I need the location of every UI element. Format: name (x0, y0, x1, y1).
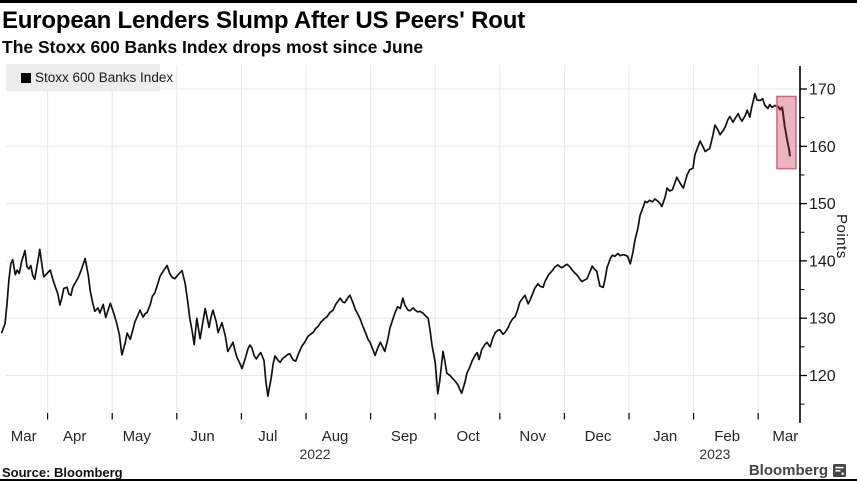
y-axis-title: Points (833, 214, 850, 259)
y-axis-labels: 120 130 140 150 160 170 (809, 82, 836, 386)
bloomberg-logo: Bloomberg (749, 462, 846, 479)
year-label: 2023 (699, 446, 730, 462)
x-axis-labels: Mar Apr May Jun Jul Aug Sep Oct Nov Dec Jan Feb Mar (11, 428, 798, 445)
month-label: Oct (456, 428, 480, 445)
y-tick-label: 130 (809, 311, 836, 328)
legend-label: Stoxx 600 Banks Index (35, 70, 174, 85)
y-tick-label: 140 (809, 253, 836, 270)
y-tick-label: 160 (809, 139, 836, 156)
month-label: Nov (519, 428, 546, 445)
y-tick-label: 120 (809, 368, 836, 385)
selloff-highlight-box (776, 95, 797, 170)
month-label: Jan (653, 428, 677, 445)
y-tick-label: 170 (809, 82, 836, 99)
year-label: 2022 (299, 446, 330, 462)
y-tick-label: 150 (809, 196, 836, 213)
legend-swatch-icon (21, 72, 31, 83)
month-label: Jul (258, 428, 277, 445)
page-subtitle: The Stoxx 600 Banks Index drops most sin… (2, 37, 424, 57)
source-attribution: Source: Bloomberg (2, 465, 123, 480)
price-line (0, 92, 791, 397)
bloomberg-terminal-icon (833, 464, 846, 477)
month-label: Jun (191, 428, 215, 445)
bloomberg-wordmark: Bloomberg (748, 462, 828, 479)
month-label: Dec (585, 428, 612, 445)
y-axis (799, 66, 807, 423)
month-label: Mar (772, 428, 798, 445)
price-line-selloff-segment (774, 104, 791, 157)
month-label: May (123, 428, 152, 445)
month-label: Feb (714, 428, 740, 445)
month-label: Sep (391, 428, 418, 445)
x-axis-ticks (46, 413, 759, 420)
month-label: Apr (63, 428, 86, 445)
legend: Stoxx 600 Banks Index (6, 64, 173, 91)
page-title: European Lenders Slump After US Peers' R… (2, 7, 525, 34)
month-label: Aug (322, 428, 349, 445)
month-label: Mar (11, 428, 37, 445)
gridlines (6, 65, 800, 413)
